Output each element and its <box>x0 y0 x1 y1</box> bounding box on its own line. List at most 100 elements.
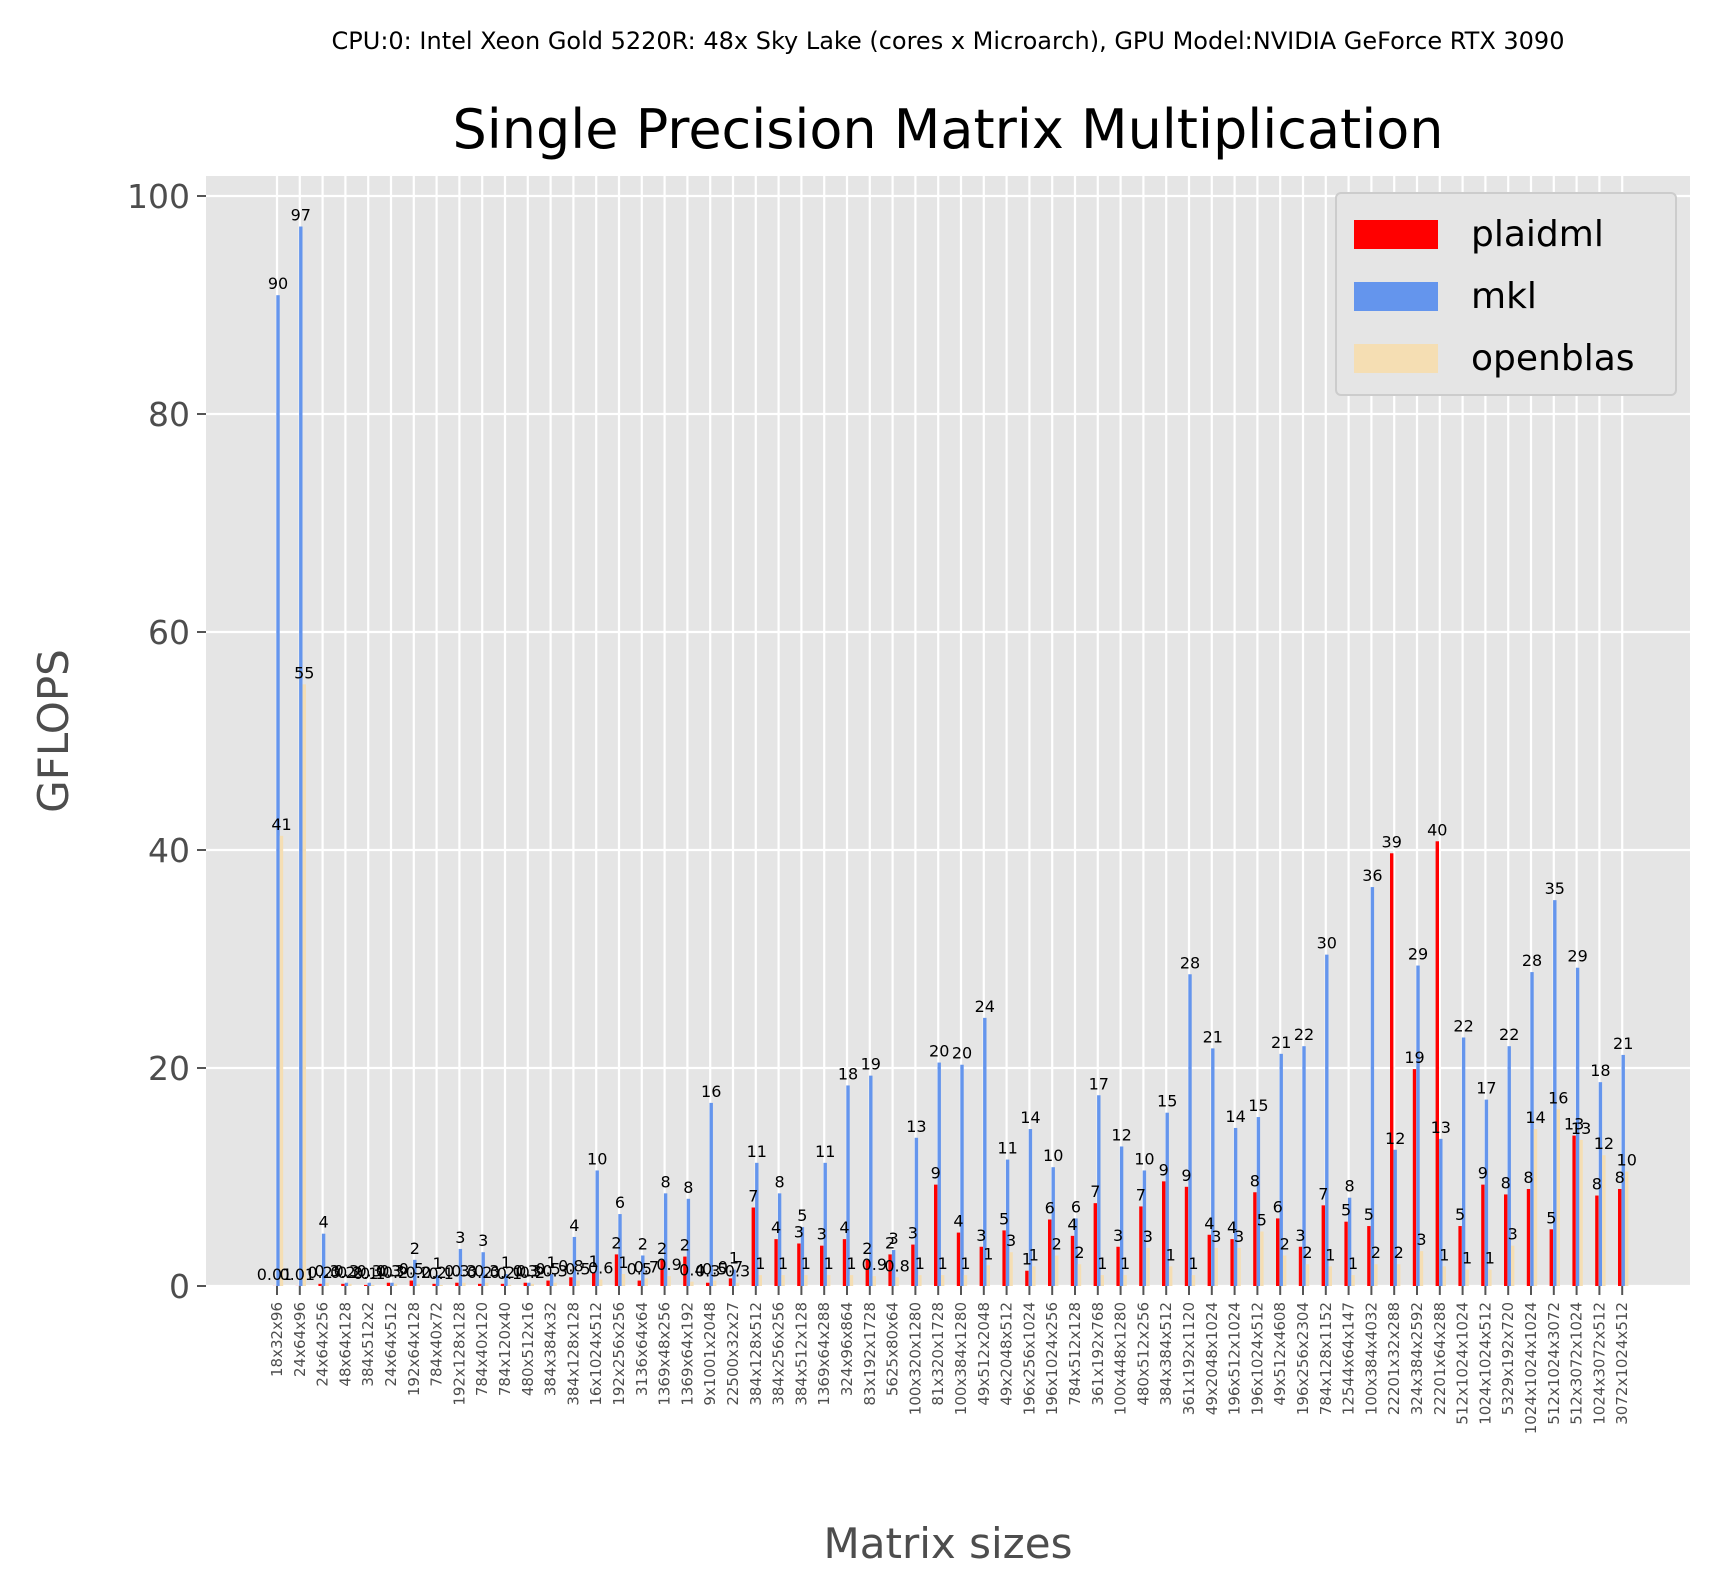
value-label-plaidml-29: 9 <box>931 1164 941 1183</box>
bar-mkl-47 <box>1347 1197 1352 1286</box>
bar-plaidml-29 <box>934 1184 938 1286</box>
bar-mkl-51 <box>1439 1138 1443 1286</box>
value-label-mkl-46: 30 <box>1317 934 1337 953</box>
bar-mkl-46 <box>1325 954 1329 1286</box>
bar-openblas-40 <box>1191 1275 1196 1286</box>
bar-plaidml-28 <box>911 1244 915 1286</box>
value-label-openblas-51: 1 <box>1439 1245 1449 1264</box>
x-tick-label-47: 12544x64x147 <box>1340 1302 1358 1415</box>
y-tick-label-1: 20 <box>148 1049 190 1088</box>
value-label-openblas-14: 0.6 <box>588 1258 613 1277</box>
value-label-openblas-2: 0.3 <box>314 1262 339 1281</box>
value-label-openblas-34: 2 <box>1052 1234 1062 1253</box>
bar-openblas-34 <box>1055 1255 1059 1286</box>
bar-plaidml-6 <box>409 1280 413 1286</box>
x-tick-label-26: 83x192x1728 <box>861 1302 879 1406</box>
bar-openblas-42 <box>1237 1247 1241 1286</box>
bar-openblas-58 <box>1602 1155 1606 1286</box>
bar-mkl-44 <box>1279 1053 1283 1286</box>
chart-title: Single Precision Matrix Multiplication <box>453 98 1444 161</box>
x-tick-label-51: 22201x64x288 <box>1431 1302 1449 1415</box>
value-label-plaidml-45: 3 <box>1295 1226 1305 1245</box>
y-tick-label-2: 40 <box>148 831 190 870</box>
bars <box>272 226 1629 1286</box>
bar-mkl-28 <box>914 1137 919 1286</box>
value-label-openblas-48: 2 <box>1371 1243 1381 1262</box>
bar-plaidml-10 <box>500 1283 505 1286</box>
value-label-openblas-25: 1 <box>846 1254 856 1273</box>
value-label-openblas-49: 2 <box>1394 1243 1404 1262</box>
bar-openblas-39 <box>1169 1266 1173 1286</box>
value-label-plaidml-1: 0.01 <box>279 1265 315 1284</box>
bar-mkl-22 <box>777 1193 782 1286</box>
x-axis-label: Matrix sizes <box>824 1519 1073 1568</box>
bar-plaidml-7 <box>432 1283 436 1286</box>
value-label-mkl-44: 21 <box>1271 1033 1291 1052</box>
value-label-openblas-18: 0.4 <box>679 1261 704 1280</box>
bar-mkl-49 <box>1393 1149 1397 1286</box>
value-label-mkl-11: 0.3 <box>516 1262 541 1281</box>
legend-swatch-mkl <box>1354 282 1438 311</box>
value-label-plaidml-16: 0.5 <box>627 1260 652 1279</box>
value-label-openblas-27: 0.8 <box>884 1256 909 1275</box>
bar-plaidml-57 <box>1572 1135 1576 1286</box>
y-tick-label-4: 80 <box>148 395 190 434</box>
value-label-mkl-34: 10 <box>1043 1146 1063 1165</box>
value-label-mkl-0: 90 <box>268 274 288 293</box>
value-label-plaidml-21: 7 <box>748 1187 758 1206</box>
bar-plaidml-32 <box>1002 1230 1006 1286</box>
x-tick-label-3: 48x64x128 <box>336 1302 354 1387</box>
bar-openblas-41 <box>1214 1247 1218 1286</box>
bar-openblas-10 <box>507 1284 512 1286</box>
value-label-openblas-23: 1 <box>801 1254 811 1273</box>
bar-plaidml-41 <box>1207 1234 1211 1286</box>
bar-openblas-46 <box>1328 1266 1332 1286</box>
bar-mkl-1 <box>299 226 303 1286</box>
bar-openblas-14 <box>599 1279 603 1286</box>
bar-plaidml-13 <box>569 1277 573 1286</box>
value-label-openblas-29: 1 <box>938 1254 948 1273</box>
bar-mkl-17 <box>663 1193 668 1286</box>
x-tick-label-46: 784x128x1152 <box>1317 1302 1335 1415</box>
x-tick-label-14: 16x1024x512 <box>587 1302 605 1406</box>
y-tick-label-3: 60 <box>148 613 190 652</box>
bar-plaidml-9 <box>478 1283 482 1286</box>
value-label-plaidml-17: 2 <box>657 1239 667 1258</box>
value-label-mkl-52: 22 <box>1453 1016 1473 1035</box>
y-tick-label-5: 100 <box>127 177 190 216</box>
bar-mkl-30 <box>960 1064 964 1286</box>
value-label-openblas-57: 13 <box>1571 1119 1591 1138</box>
value-label-plaidml-27: 2 <box>885 1233 895 1252</box>
bar-openblas-2 <box>325 1282 329 1286</box>
bar-mkl-23 <box>800 1227 805 1286</box>
value-label-plaidml-12: 0.5 <box>535 1260 560 1279</box>
bar-openblas-6 <box>416 1283 420 1286</box>
value-label-plaidml-6: 0.5 <box>399 1260 424 1279</box>
bar-openblas-5 <box>393 1283 398 1286</box>
value-label-openblas-6: 0.2 <box>406 1263 431 1282</box>
value-label-plaidml-28: 3 <box>908 1224 918 1243</box>
x-tick-label-10: 784x120x40 <box>496 1302 514 1396</box>
bar-openblas-36 <box>1100 1275 1104 1286</box>
bar-mkl-40 <box>1188 974 1192 1286</box>
value-label-plaidml-5: 0.3 <box>376 1262 401 1281</box>
value-label-plaidml-18: 2 <box>680 1236 690 1255</box>
value-label-openblas-16: 0.7 <box>634 1257 659 1276</box>
bar-openblas-12 <box>553 1282 557 1286</box>
bar-mkl-11 <box>527 1282 531 1286</box>
value-label-mkl-21: 11 <box>747 1142 767 1161</box>
value-label-plaidml-2: 0.2 <box>307 1263 332 1282</box>
bar-plaidml-18 <box>683 1256 687 1286</box>
bar-plaidml-53 <box>1481 1184 1485 1286</box>
value-label-plaidml-7: 0.2 <box>421 1263 446 1282</box>
legend: plaidml mkl openblas <box>1335 192 1677 396</box>
value-label-mkl-47: 8 <box>1345 1177 1355 1196</box>
bar-mkl-26 <box>869 1075 873 1286</box>
bar-openblas-48 <box>1374 1264 1378 1286</box>
value-label-plaidml-59: 8 <box>1615 1168 1625 1187</box>
value-label-mkl-45: 22 <box>1294 1025 1314 1044</box>
value-label-openblas-46: 1 <box>1325 1245 1335 1264</box>
bar-openblas-57 <box>1579 1139 1583 1286</box>
value-label-mkl-32: 11 <box>997 1139 1017 1158</box>
bar-openblas-22 <box>781 1275 785 1286</box>
